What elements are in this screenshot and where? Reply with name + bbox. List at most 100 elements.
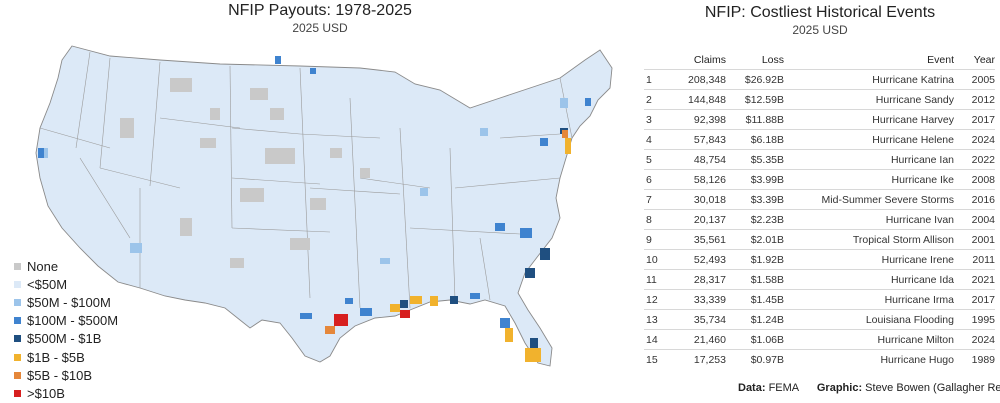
cell-event: Hurricane Ida [784,269,954,290]
map-title: NFIP Payouts: 1978-2025 [228,2,412,19]
table-row: 12 33,339 $1.45B Hurricane Irma 2017 [644,289,995,310]
cell-loss: $1.92B [726,249,784,270]
events-table: Claims Loss Event Year 1 208,348 $26.92B Hu… [644,51,995,369]
cell-rank: 13 [644,309,666,330]
cell-loss: $0.97B [726,349,784,369]
legend-item: >$10B [14,384,118,402]
cell-rank: 8 [644,209,666,230]
map-panel: NFIP Payouts: 1978-2025 2025 USD [14,2,613,402]
cell-claims: 58,126 [666,169,726,190]
cell-event: Hurricane Irma [784,289,954,310]
counties-1b-5b [390,138,571,362]
state-borders [39,51,573,309]
legend-swatch [14,371,21,379]
cell-rank: 1 [644,69,666,90]
legend-label: $50M - $100M [27,294,111,310]
legend-item: $50M - $100M [14,293,118,311]
cell-year: 2021 [954,269,995,290]
cell-event: Hurricane Ivan [784,209,954,230]
legend-label: <$50M [27,276,68,292]
cell-event: Tropical Storm Allison [784,229,954,250]
table-row: 2 144,848 $12.59B Hurricane Sandy 2012 [644,89,995,110]
cell-year: 2012 [954,89,995,110]
cell-rank: 2 [644,89,666,110]
cell-loss: $1.06B [726,329,784,350]
cell-claims: 35,561 [666,229,726,250]
cell-year: 1995 [954,309,995,330]
header-claims: Claims [693,54,726,66]
cell-claims: 52,493 [666,249,726,270]
cell-loss: $1.24B [726,309,784,330]
table-subtitle: 2025 USD [792,23,848,37]
legend-swatch [14,298,21,306]
table-row: 4 57,843 $6.18B Hurricane Helene 2024 [644,129,995,150]
cell-event: Hurricane Harvey [784,109,954,130]
cell-loss: $1.58B [726,269,784,290]
cell-event: Hurricane Sandy [784,89,954,110]
table-row: 9 35,561 $2.01B Tropical Storm Allison 2001 [644,229,995,250]
legend-swatch [14,262,21,270]
legend-label: >$10B [27,385,65,401]
legend-label: None [27,258,59,274]
header-loss: Loss [761,54,784,66]
map-subtitle: 2025 USD [292,21,348,35]
legend-label: $500M - $1B [27,331,102,347]
legend-swatch [14,317,21,325]
credit-graphic-label: Graphic: [816,382,863,394]
cell-event: Hurricane Irene [784,249,954,270]
table-title: NFIP: Costliest Historical Events [704,4,936,21]
cell-loss: $2.23B [726,209,784,230]
header-year: Year [973,54,995,66]
cell-rank: 11 [644,269,666,290]
legend-label: $1B - $5B [27,349,85,365]
cell-year: 2001 [954,229,995,250]
cell-rank: 6 [644,169,666,190]
legend-item: $5B - $10B [14,366,118,384]
legend-item: None [14,257,118,275]
counties-100m-500m [38,56,591,328]
cell-year: 2005 [954,69,995,90]
legend-swatch [14,389,21,397]
cell-rank: 7 [644,189,666,210]
cell-loss: $5.35B [726,149,784,170]
table-row: 8 20,137 $2.23B Hurricane Ivan 2004 [644,209,995,230]
cell-claims: 57,843 [666,129,726,150]
legend-item: $1B - $5B [14,348,118,366]
counties-none [120,78,370,268]
legend-swatch [14,335,21,343]
cell-year: 2017 [954,289,995,310]
cell-event: Hurricane Milton [784,329,954,350]
table-row: 1 208,348 $26.92B Hurricane Katrina 2005 [644,69,995,90]
cell-event: Hurricane Ian [784,149,954,170]
cell-loss: $2.01B [726,229,784,250]
cell-loss: $12.59B [726,89,784,110]
table-row: 6 58,126 $3.99B Hurricane Ike 2008 [644,169,995,190]
cell-claims: 20,137 [666,209,726,230]
cell-loss: $3.99B [726,169,784,190]
cell-claims: 35,734 [666,309,726,330]
table-panel: NFIP: Costliest Historical Events 2025 U… [640,0,1000,400]
cell-year: 2004 [954,209,995,230]
counties-5b-10b [325,130,568,334]
cell-rank: 9 [644,229,666,250]
cell-loss: $11.88B [726,109,784,130]
legend-swatch [14,353,21,361]
legend-item: $500M - $1B [14,330,118,348]
credit-line: Data: FEMA Graphic: Steve Bowen (Gallagh… [738,382,1000,394]
cell-event: Louisiana Flooding [784,309,954,330]
cell-year: 2008 [954,169,995,190]
legend-swatch [14,280,21,288]
cell-year: 2017 [954,109,995,130]
cell-year: 2016 [954,189,995,210]
cell-event: Hurricane Hugo [784,349,954,369]
us-county-map [35,45,613,367]
cell-claims: 30,018 [666,189,726,210]
table-row: 14 21,460 $1.06B Hurricane Milton 2024 [644,329,995,350]
legend-label: $100M - $500M [27,313,119,329]
cell-loss: $26.92B [726,69,784,90]
cell-event: Hurricane Ike [784,169,954,190]
credit-graphic-value: Steve Bowen (Gallagher Re) [865,382,1000,394]
cell-event: Hurricane Katrina [784,69,954,90]
legend-item: $100M - $500M [14,312,118,330]
cell-rank: 4 [644,129,666,150]
